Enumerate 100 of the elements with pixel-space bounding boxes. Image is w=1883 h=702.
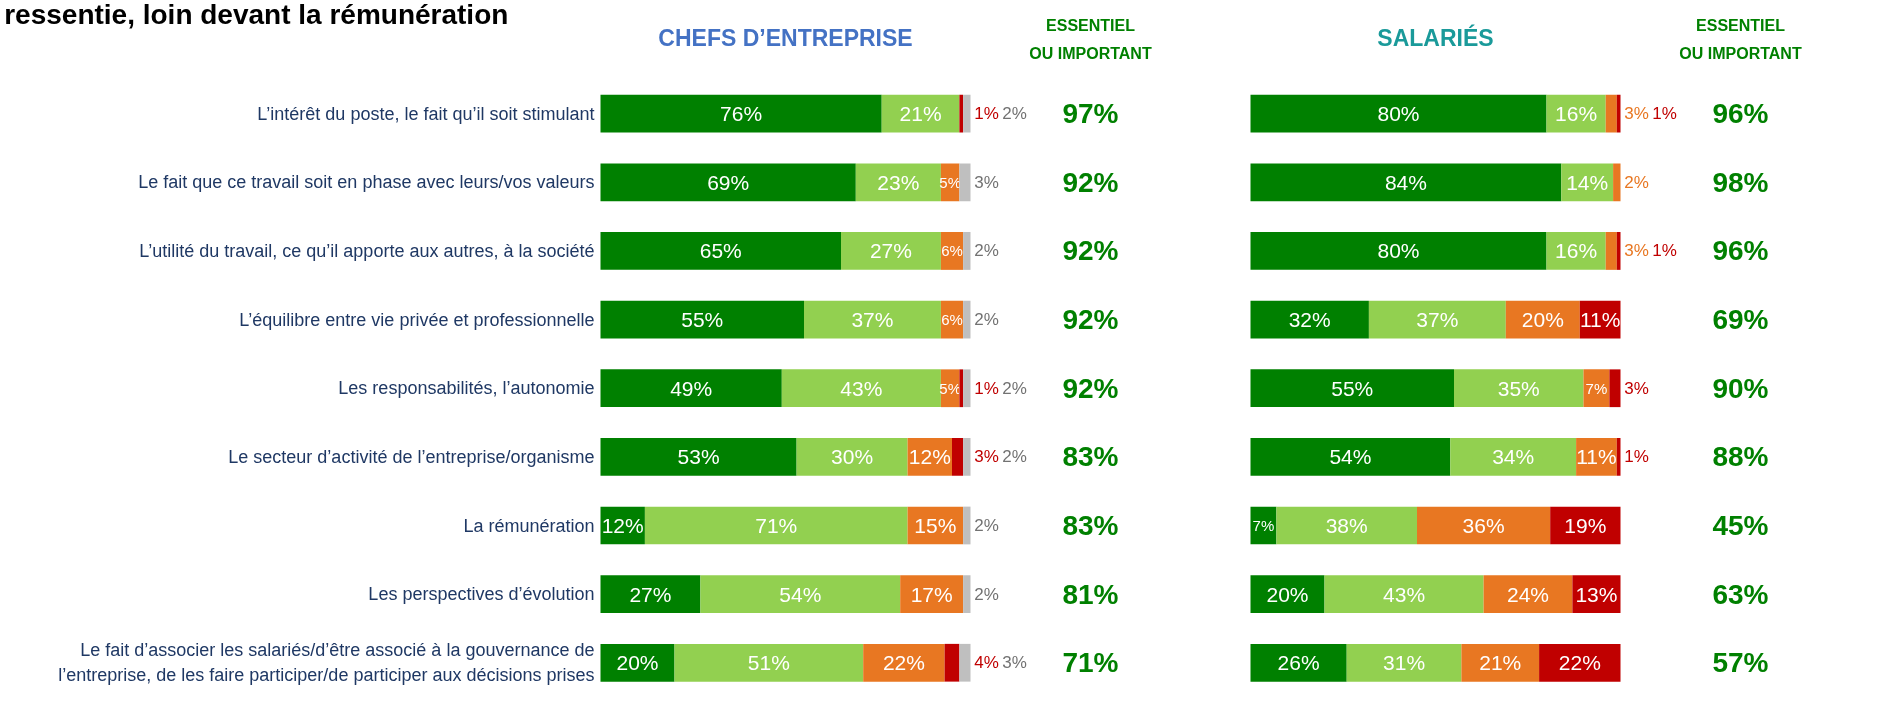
bar bbox=[1483, 575, 1573, 613]
bar bbox=[900, 575, 964, 613]
bar bbox=[1250, 438, 1451, 476]
data-label: 16% bbox=[1555, 102, 1598, 126]
data-label: 7% bbox=[1585, 379, 1608, 397]
bar bbox=[1454, 369, 1584, 408]
bar bbox=[855, 163, 941, 202]
text: 83% bbox=[1062, 510, 1119, 541]
bar bbox=[804, 300, 941, 339]
bar bbox=[674, 643, 864, 682]
y-tick-label: L’utilité du travail, ce qu’il apporte aux autres, à la société bbox=[139, 240, 595, 261]
bar bbox=[1250, 575, 1325, 613]
y-tick-label: Les responsabilités, l’autonomie bbox=[338, 378, 595, 399]
bar bbox=[1450, 438, 1577, 476]
data-label: 1% bbox=[1652, 104, 1677, 124]
bar bbox=[1616, 94, 1621, 133]
data-label: 4% bbox=[974, 653, 999, 673]
y-tick-label: L’intérêt du poste, le fait qu’il soit stimulant bbox=[257, 103, 595, 124]
text: 63% bbox=[1712, 578, 1769, 610]
bar bbox=[600, 94, 882, 133]
data-label: 26% bbox=[1277, 651, 1320, 675]
bar bbox=[881, 94, 960, 133]
data-label: 5% bbox=[939, 379, 961, 397]
text: 90% bbox=[1712, 372, 1769, 404]
data-label: 34% bbox=[1492, 445, 1535, 469]
bar bbox=[1616, 438, 1621, 476]
text: 69% bbox=[1712, 304, 1769, 336]
data-label: 12% bbox=[601, 514, 644, 537]
bar bbox=[700, 575, 901, 613]
data-label: 43% bbox=[1383, 582, 1426, 606]
data-label: 23% bbox=[877, 170, 920, 194]
bar bbox=[959, 369, 964, 408]
bar bbox=[863, 643, 945, 682]
data-label: 2% bbox=[1002, 378, 1027, 398]
data-label: 22% bbox=[882, 651, 925, 675]
text: 92% bbox=[1062, 235, 1119, 267]
bar bbox=[1346, 643, 1462, 682]
data-label: 84% bbox=[1384, 170, 1427, 194]
text: 71% bbox=[1062, 647, 1119, 679]
data-label: 3% bbox=[1624, 104, 1649, 124]
y-tick-label: Les perspectives d’évolution bbox=[368, 584, 595, 605]
data-label: 30% bbox=[831, 445, 874, 469]
data-label: 55% bbox=[1331, 376, 1374, 400]
data-label: 80% bbox=[1377, 102, 1420, 126]
data-label: 6% bbox=[941, 242, 963, 260]
data-label: 2% bbox=[974, 310, 999, 330]
text: 92% bbox=[1062, 304, 1119, 336]
data-label: 38% bbox=[1325, 514, 1368, 537]
data-label: 2% bbox=[974, 516, 999, 535]
text: 57% bbox=[1712, 647, 1769, 679]
text: ESSENTIEL OU IMPORTANT bbox=[1029, 17, 1152, 62]
data-label: 14% bbox=[1566, 170, 1609, 194]
data-label: 2% bbox=[974, 241, 999, 261]
text: 96% bbox=[1712, 98, 1769, 130]
bar bbox=[600, 575, 701, 613]
data-label: 13% bbox=[1575, 582, 1618, 606]
bar bbox=[1250, 232, 1547, 270]
data-label: 35% bbox=[1497, 376, 1540, 400]
data-label: 3% bbox=[974, 172, 999, 192]
bar bbox=[600, 438, 797, 476]
text: 92% bbox=[1062, 166, 1119, 198]
text: 96% bbox=[1712, 235, 1769, 267]
text: 83% bbox=[1062, 441, 1119, 473]
text: 45% bbox=[1712, 510, 1769, 541]
bar bbox=[1250, 163, 1562, 202]
bar bbox=[952, 438, 964, 476]
data-label: 54% bbox=[779, 582, 822, 606]
data-label: 2% bbox=[1002, 447, 1027, 467]
bar bbox=[959, 163, 971, 202]
data-label: 37% bbox=[851, 308, 894, 332]
bar bbox=[1250, 643, 1347, 682]
data-label: 53% bbox=[677, 445, 720, 469]
data-label: 11% bbox=[1576, 445, 1617, 469]
bar bbox=[959, 643, 971, 682]
data-label: 12% bbox=[908, 445, 951, 469]
data-label: 1% bbox=[1624, 447, 1649, 467]
bar bbox=[796, 438, 908, 476]
bar bbox=[600, 643, 675, 682]
data-label: 22% bbox=[1558, 651, 1601, 675]
data-label: 16% bbox=[1555, 239, 1598, 263]
data-label: 1% bbox=[974, 104, 999, 124]
bar bbox=[963, 232, 971, 270]
data-label: 20% bbox=[1266, 582, 1309, 606]
data-label: 21% bbox=[1479, 651, 1522, 675]
bar bbox=[963, 94, 971, 133]
data-label: 37% bbox=[1416, 308, 1459, 332]
bar bbox=[959, 94, 964, 133]
text: 92% bbox=[1062, 372, 1119, 404]
data-label: 17% bbox=[910, 582, 953, 606]
text: 88% bbox=[1712, 441, 1769, 473]
data-label: 11% bbox=[1579, 308, 1621, 332]
bar bbox=[944, 643, 960, 682]
chart-subtitle: CHEFS D’ENTREPRISE bbox=[658, 25, 913, 52]
data-label: 6% bbox=[941, 311, 963, 329]
bar bbox=[963, 575, 971, 613]
bar bbox=[644, 506, 908, 545]
data-label: 2% bbox=[1624, 172, 1649, 192]
bar bbox=[600, 232, 841, 270]
data-label: 55% bbox=[681, 308, 724, 332]
bar bbox=[963, 369, 971, 408]
